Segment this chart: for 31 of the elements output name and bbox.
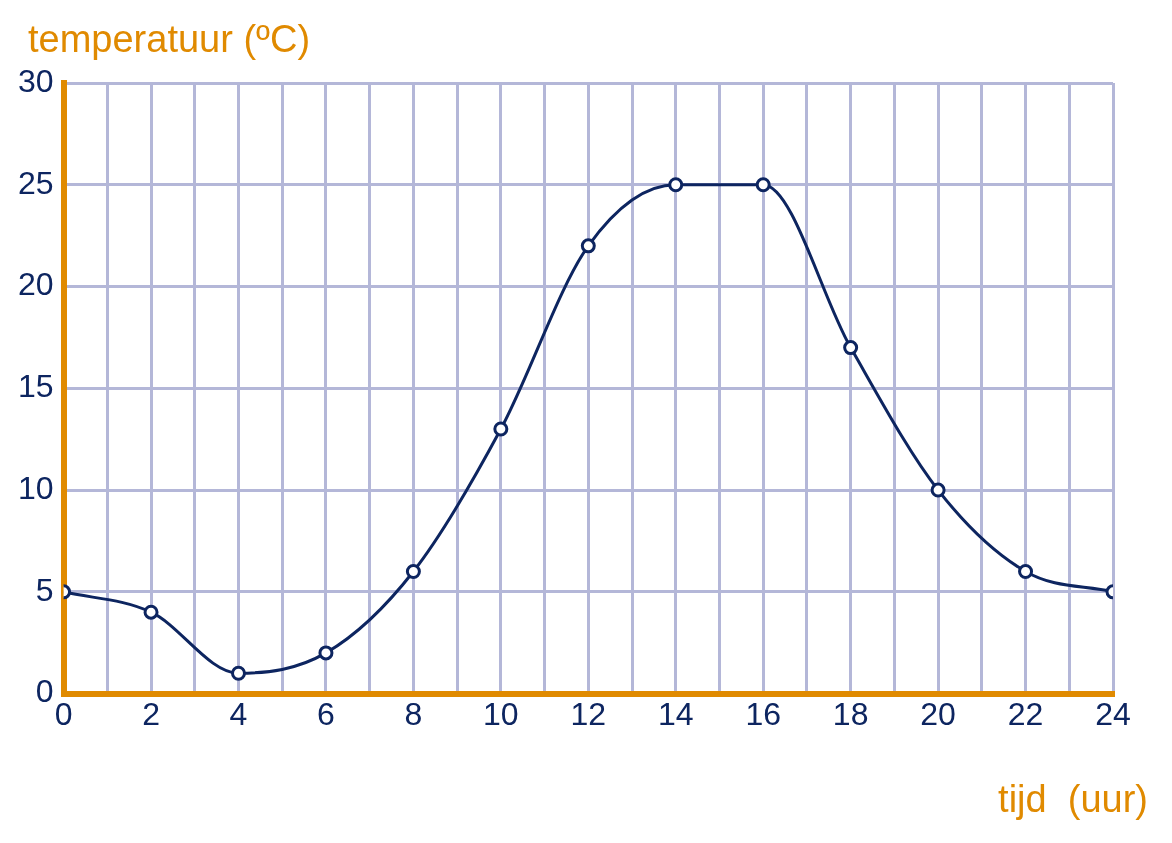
- y-tick-label: 20: [18, 266, 54, 303]
- x-axis-title: tijd (uur): [998, 778, 1148, 821]
- point: [493, 421, 509, 437]
- point: [143, 604, 159, 620]
- point: [930, 482, 946, 498]
- point: [580, 238, 596, 254]
- point: [668, 177, 684, 193]
- point: [755, 177, 771, 193]
- y-tick-label: 30: [18, 62, 54, 99]
- y-tick-label: 10: [18, 469, 54, 506]
- y-tick-label: 15: [18, 368, 54, 405]
- point: [231, 665, 246, 681]
- x-tick-label: 12: [570, 695, 607, 732]
- x-tick-label: 2: [142, 695, 160, 732]
- point: [1018, 563, 1034, 579]
- point: [405, 563, 421, 579]
- x-tick-label: 8: [404, 695, 423, 732]
- x-tick-label: 4: [229, 695, 248, 732]
- y-tick-label: 5: [35, 571, 54, 608]
- point: [318, 645, 334, 661]
- x-tick-label: 10: [483, 695, 519, 732]
- x-tick-label: 14: [657, 695, 694, 732]
- x-tick-label: 18: [832, 695, 869, 732]
- y-axis-title: temperatuur (ºC): [28, 18, 311, 61]
- point: [843, 340, 859, 356]
- y-tick-label: 25: [18, 164, 54, 201]
- x-tick-label: 16: [745, 695, 781, 732]
- x-tick-label: 22: [1007, 695, 1044, 732]
- x-tick-label: 20: [920, 695, 956, 732]
- x-tick-label: 24: [1095, 695, 1131, 732]
- x-tick-label: 6: [317, 695, 335, 732]
